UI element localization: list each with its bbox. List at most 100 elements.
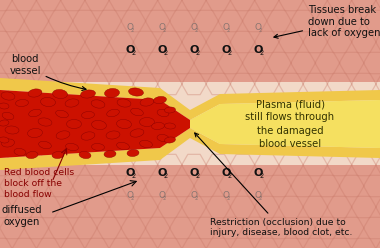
Ellipse shape [79,151,91,159]
Ellipse shape [16,99,28,107]
Ellipse shape [66,143,78,151]
Text: 2: 2 [131,28,135,33]
Ellipse shape [157,134,169,142]
Text: 2: 2 [227,196,230,201]
Text: Red blood cells
block off the
blood flow: Red blood cells block off the blood flow [4,168,74,199]
Ellipse shape [140,98,154,106]
Ellipse shape [0,103,9,109]
Ellipse shape [52,152,64,158]
Text: O: O [157,45,167,55]
Ellipse shape [14,148,26,155]
Ellipse shape [106,131,120,139]
Text: 2: 2 [227,50,231,56]
Ellipse shape [2,139,14,147]
Ellipse shape [1,92,15,100]
Ellipse shape [81,90,95,98]
Polygon shape [0,128,380,170]
Ellipse shape [91,100,105,108]
Text: 2: 2 [131,196,135,201]
Text: O: O [223,191,230,200]
Text: 2: 2 [131,50,136,56]
Text: O: O [255,191,261,200]
Ellipse shape [52,90,68,98]
Text: Plasma (fluid)
still flows through
the damaged
blood vessel: Plasma (fluid) still flows through the d… [245,99,334,149]
Text: Restriction (occlusion) due to
injury, disease, blood clot, etc.: Restriction (occlusion) due to injury, d… [195,133,352,237]
Text: 2: 2 [259,196,263,201]
Ellipse shape [107,109,119,117]
Text: O: O [221,168,231,178]
Text: 2: 2 [195,196,198,201]
Ellipse shape [56,131,70,139]
Text: O: O [127,191,133,200]
Text: 2: 2 [195,173,200,179]
Text: O: O [127,24,133,32]
Text: 2: 2 [259,50,263,56]
Text: O: O [190,24,198,32]
Ellipse shape [152,123,165,129]
Ellipse shape [55,110,68,118]
Ellipse shape [5,126,19,134]
Ellipse shape [104,151,116,157]
Ellipse shape [26,152,38,158]
Ellipse shape [139,118,155,126]
Ellipse shape [66,120,81,128]
Bar [0,0,380,82]
Polygon shape [155,100,225,148]
Ellipse shape [117,99,131,107]
Text: 2: 2 [163,50,168,56]
Text: O: O [253,45,263,55]
Text: O: O [125,45,135,55]
Ellipse shape [117,142,130,150]
Bar [0,165,380,248]
Bar [0,165,380,248]
Text: 2: 2 [259,28,263,33]
Ellipse shape [28,109,41,117]
Ellipse shape [92,121,106,129]
Text: 2: 2 [163,196,166,201]
Polygon shape [190,100,380,148]
Ellipse shape [130,129,144,137]
Polygon shape [0,90,190,158]
Ellipse shape [0,137,9,143]
Text: O: O [189,45,199,55]
Ellipse shape [92,143,105,151]
Text: Tissues break
down due to
lack of oxygen: Tissues break down due to lack of oxygen [274,5,380,38]
Text: 2: 2 [163,173,168,179]
Ellipse shape [117,120,131,128]
Text: O: O [190,191,198,200]
Text: O: O [189,168,199,178]
Ellipse shape [139,140,152,148]
Ellipse shape [131,108,143,116]
Text: 2: 2 [227,28,230,33]
Ellipse shape [105,89,119,97]
Text: diffused
oxygen: diffused oxygen [2,205,42,227]
Text: O: O [255,24,261,32]
Text: blood
vessel: blood vessel [9,54,86,91]
Ellipse shape [39,141,51,149]
Text: O: O [223,24,230,32]
Ellipse shape [38,118,52,126]
Text: O: O [158,24,166,32]
Ellipse shape [165,107,176,113]
Polygon shape [0,78,380,120]
Ellipse shape [81,132,95,140]
Text: O: O [253,168,263,178]
Text: O: O [157,168,167,178]
Text: 2: 2 [195,50,200,56]
Ellipse shape [28,89,42,97]
Ellipse shape [165,123,176,129]
Text: 2: 2 [163,28,166,33]
Ellipse shape [82,111,95,119]
Text: O: O [158,191,166,200]
Ellipse shape [165,137,176,143]
Ellipse shape [27,128,43,138]
Ellipse shape [2,112,14,120]
Ellipse shape [41,97,55,107]
Ellipse shape [127,150,139,156]
Text: O: O [125,168,135,178]
Ellipse shape [154,96,166,104]
Bar [0,0,380,82]
Ellipse shape [157,109,169,117]
Text: 2: 2 [259,173,263,179]
Ellipse shape [0,120,9,126]
